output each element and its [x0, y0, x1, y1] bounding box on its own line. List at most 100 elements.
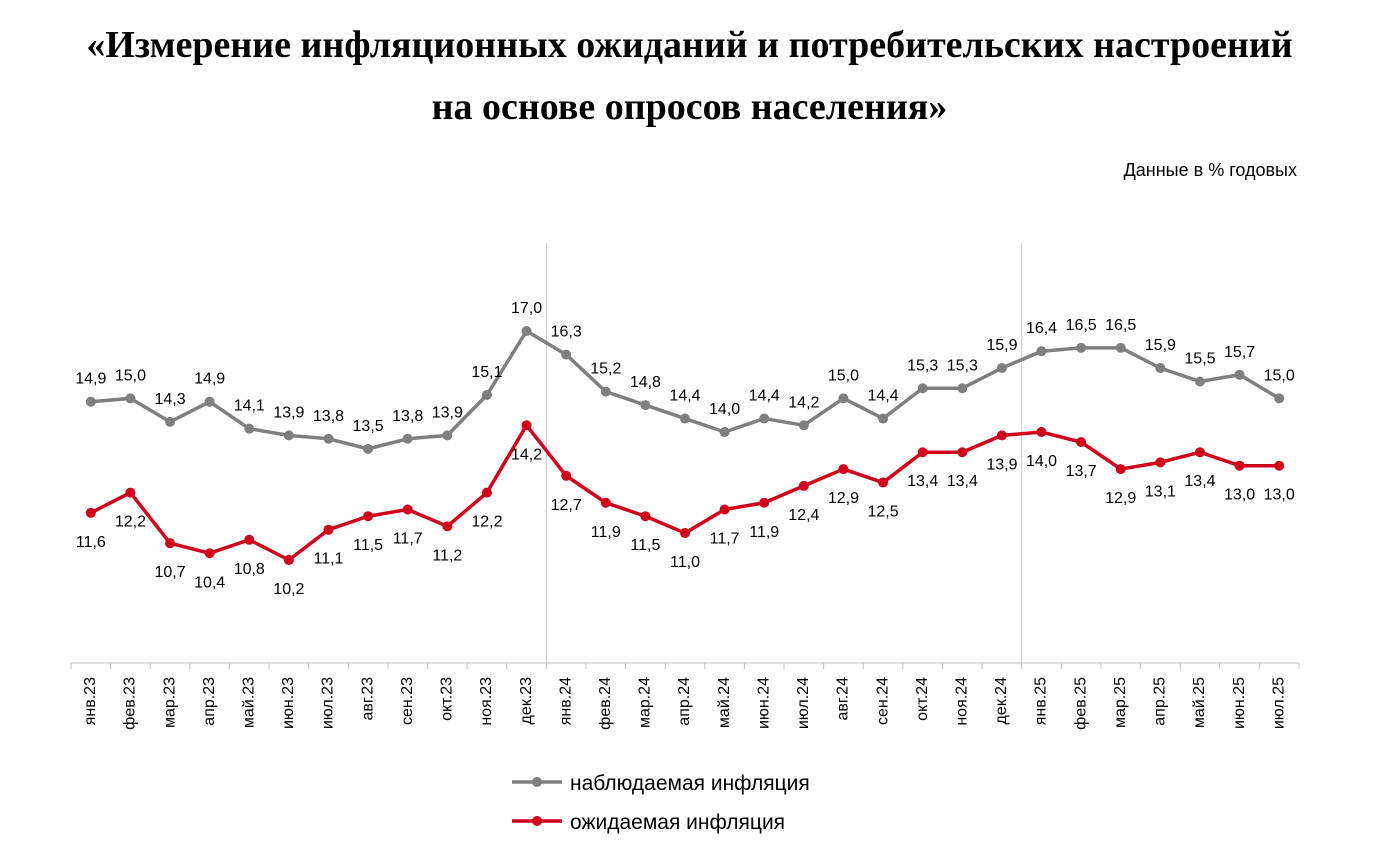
- data-label: 16,5: [1066, 317, 1097, 334]
- x-tick-label: апр.25: [1152, 677, 1169, 726]
- data-point: [1234, 369, 1245, 380]
- data-label: 16,4: [1026, 320, 1057, 337]
- data-label: 16,5: [1105, 317, 1136, 334]
- data-point: [1194, 376, 1205, 387]
- x-tick-label: июл.25: [1270, 677, 1287, 729]
- data-label: 14,4: [867, 388, 898, 405]
- data-label: 15,7: [1224, 344, 1255, 361]
- chart-title-line-2: на основе опросов населения»: [431, 86, 948, 128]
- chart-title-line-1: «Измерение инфляционных ожиданий и потре…: [86, 24, 1293, 66]
- chart-title: «Измерение инфляционных ожиданий и потре…: [0, 14, 1379, 138]
- data-point: [759, 413, 770, 424]
- data-label: 13,9: [432, 404, 463, 421]
- x-tick-label: авг.23: [359, 677, 376, 721]
- data-point: [1115, 342, 1126, 353]
- data-point: [85, 396, 96, 407]
- data-point: [283, 430, 294, 441]
- data-label: 12,2: [471, 514, 502, 531]
- data-label: 14,9: [75, 371, 106, 388]
- data-label: 14,2: [511, 446, 542, 463]
- data-point: [838, 393, 849, 404]
- data-label: 14,4: [749, 388, 780, 405]
- data-label: 13,8: [313, 408, 344, 425]
- data-label: 12,7: [551, 497, 582, 514]
- data-point: [1234, 460, 1245, 471]
- data-point: [996, 363, 1007, 374]
- legend-marker-1: [532, 777, 542, 787]
- data-point: [878, 477, 889, 488]
- data-label: 14,9: [194, 371, 225, 388]
- data-point: [283, 555, 294, 565]
- data-point: [363, 443, 374, 454]
- data-point: [1274, 393, 1285, 404]
- x-tick-label: мар.23: [161, 677, 178, 728]
- data-point: [878, 413, 889, 424]
- data-point: [838, 464, 849, 475]
- series-lines: [85, 326, 1285, 565]
- data-label: 13,1: [1145, 483, 1176, 500]
- data-label: 15,5: [1184, 351, 1215, 368]
- data-point: [85, 507, 96, 518]
- data-point: [402, 504, 413, 515]
- x-axis: янв.23 фев.23 мар.23 апр.23 май.23 июн.23 июл.…: [70, 662, 1300, 730]
- data-point: [561, 349, 572, 360]
- data-label: 12,2: [115, 514, 146, 531]
- x-tick-label: мар.24: [637, 677, 654, 728]
- data-label: 11,1: [314, 551, 344, 568]
- data-point: [680, 413, 690, 424]
- data-label: 13,4: [947, 473, 978, 490]
- data-point: [600, 497, 611, 508]
- data-label: 13,0: [1264, 487, 1295, 504]
- data-label: 15,0: [115, 367, 146, 384]
- data-point: [798, 480, 809, 491]
- data-label: 11,2: [432, 547, 462, 564]
- data-point: [1076, 342, 1087, 353]
- data-point: [442, 521, 453, 532]
- data-point: [1036, 346, 1047, 357]
- data-point: [759, 497, 770, 508]
- data-point: [1115, 464, 1126, 475]
- x-tick-label: фев.25: [1072, 677, 1089, 730]
- data-label: 13,4: [1184, 473, 1215, 490]
- data-label: 12,9: [1105, 490, 1136, 507]
- data-point: [1274, 460, 1285, 471]
- data-point: [640, 400, 651, 411]
- data-point: [798, 420, 809, 431]
- x-tick-label: сен.23: [399, 677, 416, 725]
- data-label: 13,7: [1066, 463, 1097, 480]
- legend-label-1: наблюдаемая инфляция: [570, 772, 810, 795]
- data-label: 11,5: [630, 537, 660, 554]
- x-tick-label: июл.23: [320, 677, 337, 729]
- data-label: 11,9: [749, 524, 779, 541]
- data-point: [165, 538, 176, 549]
- data-label: 15,0: [828, 367, 859, 384]
- data-label: 13,0: [1224, 487, 1255, 504]
- data-label: 15,3: [907, 357, 938, 374]
- data-label: 13,8: [392, 408, 423, 425]
- data-label: 14,2: [788, 394, 819, 411]
- data-point: [521, 326, 532, 336]
- data-label: 10,7: [154, 564, 185, 581]
- data-label: 17,0: [511, 300, 542, 317]
- data-point: [442, 430, 453, 441]
- legend: наблюдаемая инфляция ожидаемая инфляция: [512, 772, 810, 834]
- data-point: [561, 470, 572, 481]
- data-point: [204, 396, 215, 407]
- x-tick-label: апр.24: [676, 677, 693, 726]
- data-point: [125, 393, 136, 404]
- data-label: 11,9: [591, 524, 621, 541]
- data-point: [957, 383, 968, 394]
- x-tick-label: окт.24: [914, 677, 931, 721]
- data-label: 11,0: [670, 554, 700, 571]
- x-tick-label: ноя.24: [954, 677, 971, 726]
- data-label: 15,1: [471, 364, 502, 381]
- x-tick-label: янв.23: [82, 677, 99, 725]
- data-label: 16,3: [551, 324, 582, 341]
- x-tick-label: июн.24: [755, 677, 772, 729]
- data-label: 14,8: [630, 374, 661, 391]
- legend-marker-2: [532, 816, 542, 826]
- data-point: [323, 433, 334, 444]
- data-label: 13,4: [907, 473, 938, 490]
- data-label: 15,3: [947, 357, 978, 374]
